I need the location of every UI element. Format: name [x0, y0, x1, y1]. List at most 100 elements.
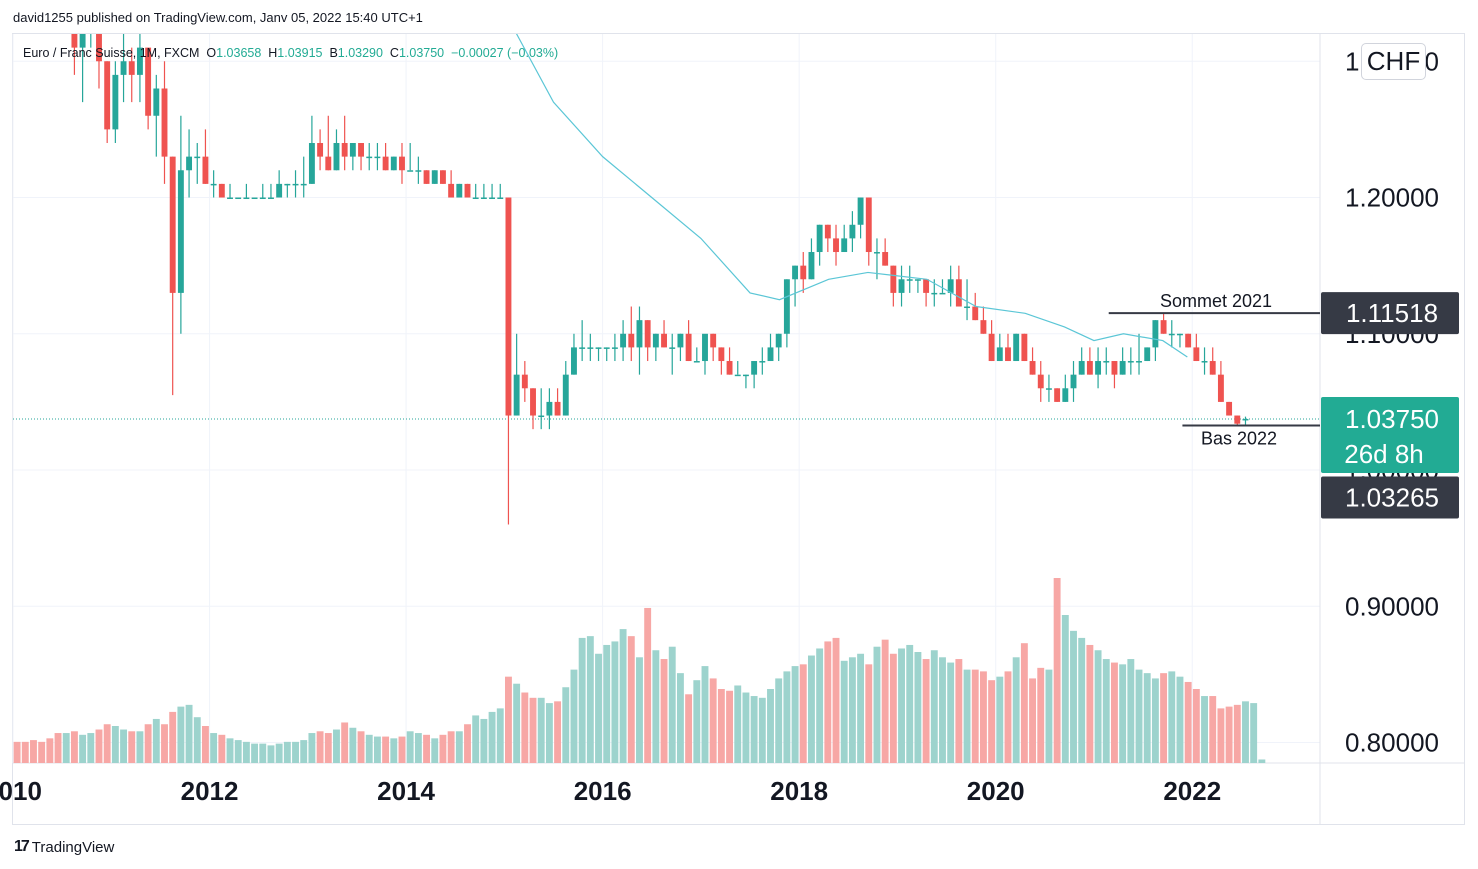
candle-body: [136, 47, 143, 75]
volume-bar: [1094, 650, 1102, 763]
publisher-line: david1255 published on TradingView.com, …: [13, 10, 423, 25]
volume-bar: [832, 637, 840, 763]
volume-bar: [1102, 659, 1110, 763]
candle-body: [808, 252, 815, 280]
candle-body: [259, 197, 266, 200]
volume-bar: [676, 673, 684, 763]
volume-bar: [939, 657, 946, 763]
bas-price-text: 1.03265: [1345, 483, 1439, 513]
candle-body: [849, 224, 856, 239]
candle-body: [1062, 388, 1069, 402]
candle-body: [341, 143, 348, 157]
volume-bar: [136, 731, 144, 763]
legend-open-value: 1.03658: [216, 46, 262, 60]
volume-bar: [529, 697, 537, 763]
candle-body: [153, 88, 160, 116]
candle-body: [611, 347, 618, 349]
volume-bar: [283, 741, 291, 763]
last-price-badge: [1321, 396, 1459, 473]
candle-body: [1086, 361, 1093, 375]
candle-body: [661, 333, 667, 348]
volume-bar: [79, 734, 87, 763]
legend-low-value: 1.03290: [337, 46, 383, 60]
volume-bar: [472, 715, 480, 763]
volume-bar: [660, 659, 668, 763]
volume-bar: [185, 704, 193, 763]
candle-body: [1177, 333, 1183, 336]
candle-body: [349, 143, 356, 157]
candle-body: [882, 252, 889, 266]
volume-bar: [1086, 644, 1094, 763]
last-price-text: 1.03750: [1345, 404, 1439, 434]
volume-bar: [554, 701, 562, 763]
volume-bar: [324, 733, 332, 763]
volume-bar: [38, 741, 46, 763]
volume-bar: [595, 653, 602, 763]
candle-body: [1217, 374, 1224, 402]
candle-body: [1160, 320, 1167, 334]
candle-body: [636, 320, 643, 348]
volume-bar: [292, 741, 299, 763]
volume-bar: [365, 734, 373, 763]
volume-bar: [1250, 703, 1258, 763]
y-tick-label: 0.90000: [1345, 591, 1439, 621]
volume-bar: [996, 676, 1004, 763]
volume-bar: [1004, 671, 1012, 763]
volume-bar: [480, 718, 488, 763]
candle-body: [923, 279, 930, 293]
volume-bar: [169, 711, 177, 763]
volume-bar: [1037, 667, 1045, 763]
volume-bar: [971, 669, 979, 763]
candle-body: [530, 388, 536, 416]
volume-bar: [218, 734, 226, 763]
volume-bar: [1201, 696, 1208, 763]
tradingview-logo-icon: 17: [14, 838, 30, 855]
volume-bar: [701, 666, 709, 763]
volume-bar: [267, 745, 275, 763]
volume-bar: [87, 733, 95, 763]
candle-body: [890, 265, 897, 293]
candle-body: [202, 156, 209, 184]
candle-body: [1103, 361, 1110, 363]
candle-body: [677, 333, 684, 348]
x-tick-label: 2020: [967, 776, 1025, 806]
volume-bar: [439, 734, 447, 763]
volume-bar: [161, 724, 168, 763]
volume-bar: [1192, 689, 1200, 763]
candle-body: [955, 279, 962, 307]
volume-bar: [570, 669, 578, 763]
volume-bar: [275, 743, 283, 763]
volume-bar: [750, 696, 758, 763]
candle-body: [87, 34, 94, 35]
brand[interactable]: 17 TradingView: [14, 838, 114, 856]
moving-average-line: [515, 34, 1188, 358]
volume-bar: [734, 685, 742, 763]
candle-body: [546, 401, 553, 416]
candle-body: [865, 197, 872, 253]
candle-body: [1152, 320, 1159, 348]
candle-body: [1045, 388, 1052, 390]
candle-body: [464, 183, 471, 198]
candle-body: [268, 197, 274, 200]
candle-body: [472, 197, 479, 200]
candle-body: [628, 333, 635, 348]
candle-body: [1242, 418, 1249, 421]
candle-body: [652, 333, 659, 348]
currency-selector-button[interactable]: CHF: [1361, 43, 1426, 80]
sommet-label: Sommet 2021: [1160, 291, 1272, 311]
candle-body: [399, 156, 405, 171]
volume-bar: [717, 689, 725, 763]
volume-bar: [1119, 664, 1127, 763]
ohlc-legend: Euro / Franc Suisse, 1M, FXCM O1.03658 H…: [23, 46, 558, 60]
candle-body: [538, 415, 545, 418]
volume-bar: [21, 741, 29, 763]
volume-bar: [816, 648, 824, 763]
candle-body: [480, 197, 487, 200]
candle-body: [1029, 361, 1036, 375]
candle-body: [366, 156, 373, 159]
volume-bar: [316, 731, 324, 763]
volume-bar: [1078, 637, 1086, 763]
candle-body: [1168, 333, 1175, 336]
volume-bar: [1168, 671, 1176, 763]
